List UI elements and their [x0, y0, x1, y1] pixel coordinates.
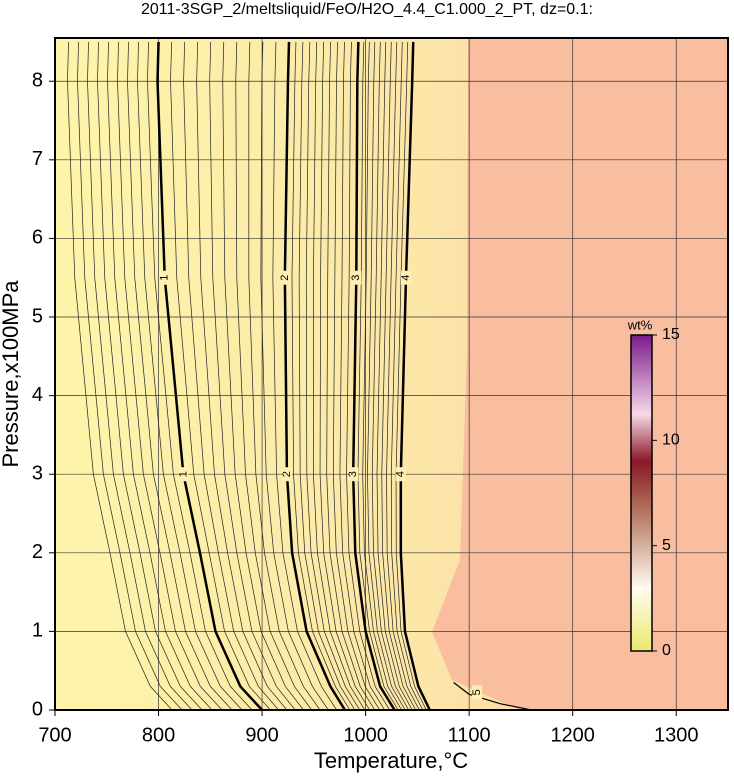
x-tick-label: 1100 — [448, 724, 491, 746]
contour-label: 4 — [400, 275, 412, 281]
minor-contour — [381, 41, 417, 710]
minor-contour — [67, 41, 173, 710]
minor-contour — [183, 41, 279, 710]
y-tick-label: 7 — [32, 148, 43, 170]
contour-label-bg — [400, 270, 411, 285]
minor-contour — [357, 41, 399, 710]
minor-contour — [196, 41, 288, 710]
plot-area: 1 1 2 2 3 3 4 4 5 — [55, 38, 728, 710]
minor-contour — [305, 41, 361, 710]
contour-line — [351, 41, 396, 710]
minor-contour — [395, 41, 427, 710]
contour-line — [156, 41, 263, 710]
contour-label-bg — [395, 467, 406, 482]
plot-background — [55, 38, 728, 710]
minor-contour — [222, 41, 304, 710]
contour-label: 2 — [281, 471, 293, 477]
x-axis-label: Temperature,°C — [314, 748, 468, 773]
contour-label-bg — [472, 685, 483, 700]
contour-label-bg — [159, 270, 170, 285]
contour-label-bg — [348, 467, 359, 482]
minor-contour — [137, 41, 243, 710]
minor-contour — [339, 41, 385, 710]
contour-label: 1 — [159, 275, 171, 281]
minor-contour — [97, 41, 203, 710]
contour-label: 4 — [395, 471, 407, 477]
minor-contour — [390, 41, 424, 710]
minor-contour — [332, 41, 380, 710]
minor-contour — [87, 41, 193, 710]
minor-contour — [298, 41, 356, 710]
minor-contour — [170, 41, 271, 710]
chart-title: 2011-3SGP_2/meltsliquid/FeO/H2O_4.4_C1.0… — [141, 1, 593, 18]
contour-line — [453, 682, 532, 710]
minor-contour — [319, 41, 371, 710]
contour-label-bg — [281, 467, 292, 482]
y-axis-label: Pressure,x100MPa — [0, 280, 23, 468]
y-tick-label: 1 — [32, 620, 43, 642]
contour-line — [399, 41, 431, 710]
minor-contour — [248, 41, 321, 710]
minor-contour — [371, 41, 409, 710]
contour-label-bg — [178, 467, 189, 482]
x-tick-label: 700 — [38, 724, 71, 746]
minor-contour — [326, 41, 376, 710]
minor-contour — [235, 41, 313, 710]
minor-contour — [272, 41, 337, 710]
minor-contour — [367, 41, 406, 710]
x-tick-label: 800 — [142, 724, 175, 746]
x-tick-label: 1000 — [343, 724, 388, 746]
minor-contour — [346, 41, 390, 710]
plot-frame — [54, 37, 729, 711]
contour-label: 5 — [471, 689, 483, 695]
minor-contour — [147, 41, 253, 710]
y-tick-label: 6 — [32, 227, 43, 249]
minor-contour — [362, 41, 402, 710]
minor-contour — [209, 41, 296, 710]
y-tick-label: 5 — [32, 305, 43, 327]
minor-contour — [127, 41, 233, 710]
colorbar-label: wt% — [627, 317, 653, 332]
contour-line — [283, 41, 346, 710]
colorbar-tick-label: 10 — [662, 432, 680, 449]
y-tick-label: 2 — [32, 541, 43, 563]
y-tick-label: 4 — [32, 384, 43, 406]
contour-label: 3 — [347, 471, 359, 477]
minor-contour — [107, 41, 213, 710]
x-tick-label: 1300 — [654, 724, 699, 746]
x-tick-label: 1200 — [550, 724, 595, 746]
colorbar — [630, 334, 653, 652]
minor-contour — [376, 41, 413, 710]
y-tick-label: 0 — [32, 698, 43, 720]
colorbar-tick-label: 15 — [662, 326, 680, 343]
contour-label: 2 — [279, 275, 291, 281]
contour-label: 3 — [350, 275, 362, 281]
colorbar-tick-label: 5 — [662, 537, 671, 554]
minor-contour — [77, 41, 183, 710]
minor-contour — [313, 41, 366, 710]
minor-contour — [386, 41, 420, 710]
y-tick-label: 3 — [32, 462, 43, 484]
contour-label: 1 — [177, 471, 189, 477]
minor-contour — [291, 41, 351, 710]
contour-label-bg — [351, 270, 362, 285]
x-tick-label: 900 — [245, 724, 278, 746]
minor-contour — [117, 41, 223, 710]
colorbar-tick-label: 0 — [662, 642, 671, 659]
y-tick-label: 8 — [32, 70, 43, 92]
contour-label-bg — [279, 270, 290, 285]
minor-contour — [260, 41, 329, 710]
